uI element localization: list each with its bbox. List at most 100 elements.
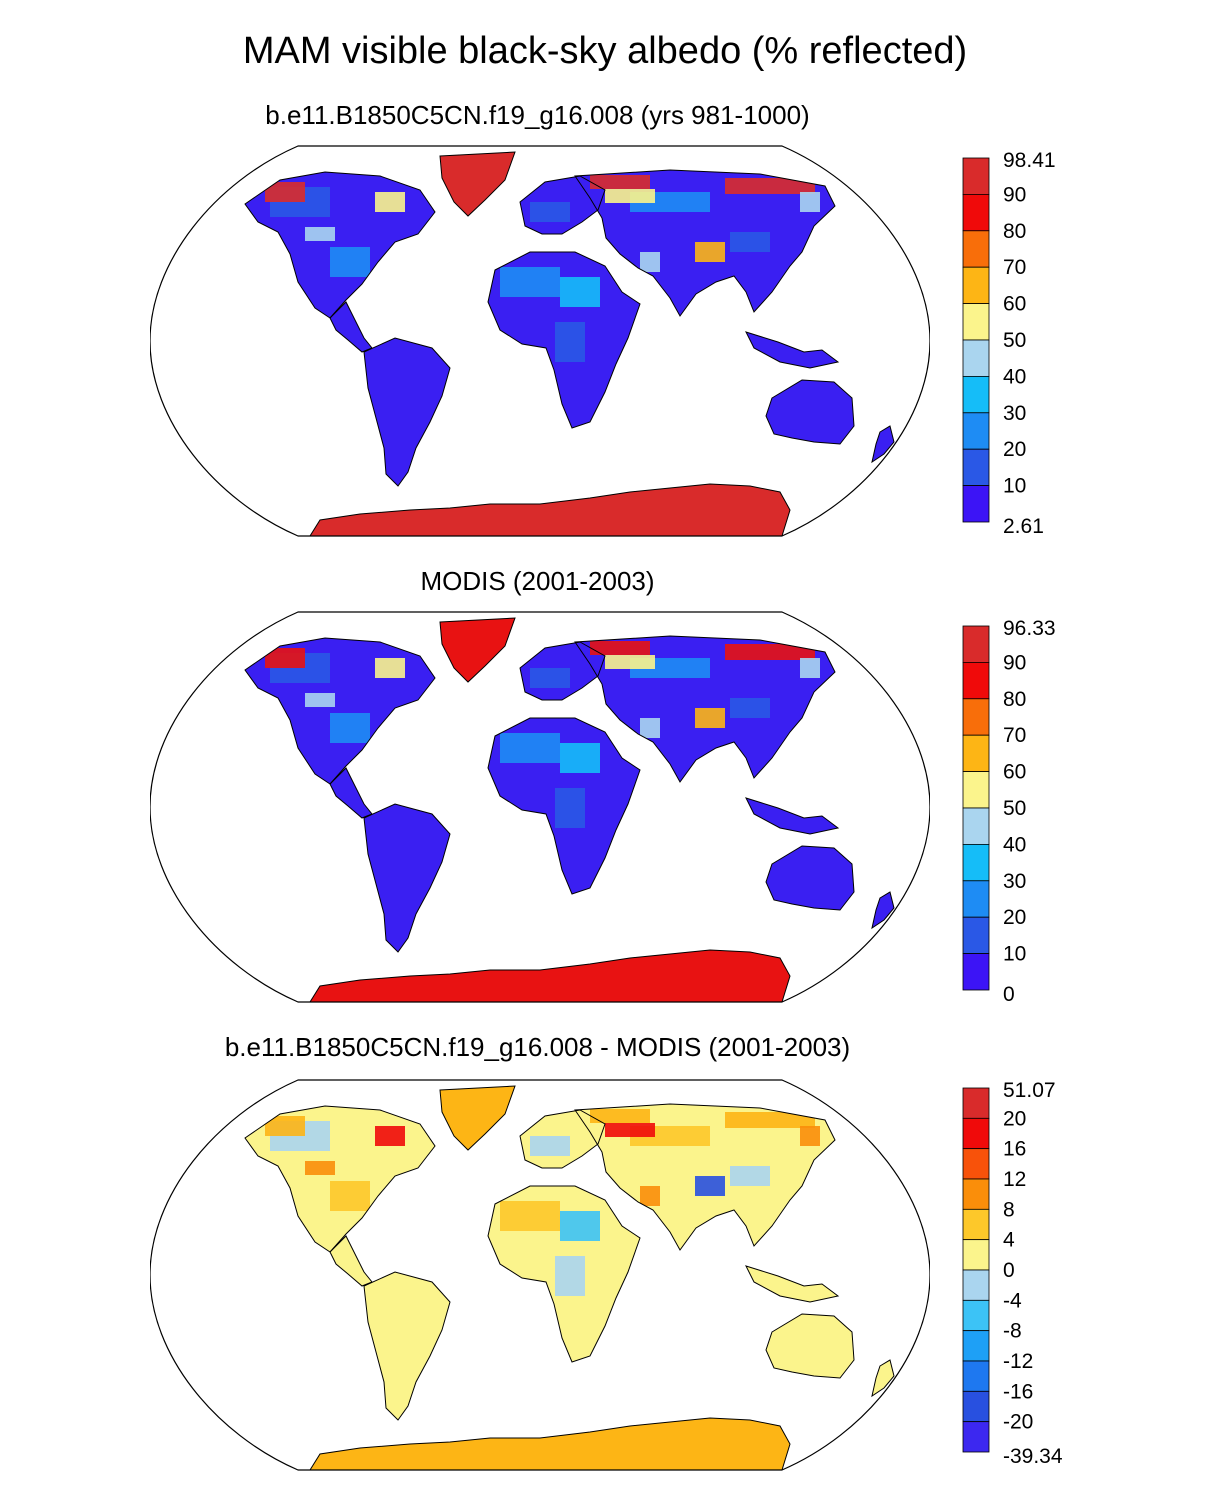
- continent-indonesia: [746, 332, 838, 368]
- colorbar-label: 20: [1003, 906, 1026, 929]
- colorbar-label: 20: [1003, 438, 1026, 461]
- field-patch: [555, 322, 585, 362]
- coastline-europe: [519, 175, 606, 235]
- main-title: MAM visible black-sky albedo (% reflecte…: [242, 30, 968, 72]
- field-patch: [560, 277, 600, 307]
- colorbar-label: 90: [1003, 651, 1026, 674]
- coastline-africa: [487, 1185, 641, 1363]
- field-patch: [375, 658, 405, 678]
- coastline-asia: [574, 635, 836, 783]
- field-patch: [640, 252, 660, 272]
- continent-southAmerica: [364, 1272, 450, 1420]
- colorbar-swatch: [962, 1148, 990, 1180]
- field-patches: [265, 641, 820, 828]
- coastline-antarctica: [309, 949, 791, 1002]
- continent-southAmerica: [364, 338, 450, 486]
- field-patch: [800, 658, 820, 678]
- coastline-africa: [487, 251, 641, 429]
- continent-centralAmerica: [330, 1236, 372, 1286]
- panel-title-obs: MODIS (2001-2003): [420, 566, 655, 596]
- colorbar-label: 12: [1003, 1168, 1026, 1191]
- field-patches: [265, 1109, 820, 1296]
- field-patch: [555, 788, 585, 828]
- colorbar-swatch: [962, 771, 990, 809]
- colorbar-swatch: [962, 698, 990, 736]
- colorbar-label: 98.41: [1003, 149, 1056, 172]
- field-patch: [305, 693, 335, 707]
- colorbar-label: -4: [1003, 1289, 1022, 1312]
- coastline-indonesia: [745, 797, 840, 835]
- field-patch: [605, 1123, 655, 1137]
- field-patch: [375, 192, 405, 212]
- panel-title-diff: b.e11.B1850C5CN.f19_g16.008 - MODIS (200…: [224, 1032, 851, 1062]
- coastline-africa: [487, 717, 641, 895]
- coastline-australia: [765, 1313, 855, 1379]
- field-patch: [605, 189, 655, 203]
- coastline-indonesia: [745, 1265, 840, 1303]
- coastline-northAmerica: [244, 171, 436, 319]
- colorbar-label: 2.61: [1003, 515, 1044, 538]
- colorbar-swatch: [962, 230, 990, 268]
- coastline-newZealand: [871, 1359, 895, 1398]
- continent-antarctica: [310, 950, 790, 1002]
- colorbar-swatch: [962, 1269, 990, 1301]
- continent-centralAmerica: [330, 768, 372, 818]
- continent-newZealand: [872, 1360, 894, 1396]
- colorbar-label: 96.33: [1003, 617, 1056, 640]
- map-obs: [150, 611, 930, 1003]
- colorbar-label: 60: [1003, 293, 1026, 316]
- continent-southAmerica: [364, 804, 450, 952]
- field-patch: [530, 668, 570, 688]
- colorbar-swatch: [962, 266, 990, 304]
- coastline-newZealand: [871, 891, 895, 930]
- field-patch: [590, 175, 650, 189]
- field-patch: [265, 1116, 305, 1136]
- colorbar-swatch: [962, 1421, 990, 1453]
- continent-centralAmerica: [330, 302, 372, 352]
- map-outline: [150, 611, 930, 1003]
- field-patch: [590, 641, 650, 655]
- colorbar-swatch: [962, 375, 990, 414]
- colorbar-label: 50: [1003, 329, 1026, 352]
- colorbar-label: 51.07: [1003, 1079, 1056, 1102]
- colorbar-label: 10: [1003, 475, 1026, 498]
- field-patch: [640, 1186, 660, 1206]
- field-patch: [725, 644, 815, 660]
- continent-newZealand: [872, 426, 894, 462]
- field-patch: [560, 743, 600, 773]
- coastline-southAmerica: [363, 803, 451, 953]
- coastline-asia: [574, 1103, 836, 1251]
- field-patch: [695, 1176, 725, 1196]
- colorbar-swatch: [962, 1239, 990, 1271]
- coastline-antarctica: [309, 483, 791, 536]
- colorbar-label: 20: [1003, 1107, 1026, 1130]
- coastline-indonesia: [745, 331, 840, 369]
- colorbar-swatch: [962, 953, 990, 991]
- colorbar-swatch: [962, 1390, 990, 1423]
- colorbar-label: 70: [1003, 724, 1026, 747]
- coastline-asia: [574, 169, 836, 317]
- map-outline: [150, 1079, 930, 1471]
- colorbar-label: 80: [1003, 220, 1026, 243]
- field-patch: [560, 1211, 600, 1241]
- field-patch: [305, 1161, 335, 1175]
- colorbar-label: -20: [1003, 1411, 1033, 1434]
- continent-greenland: [440, 152, 515, 216]
- field-patch: [725, 178, 815, 194]
- colorbar-swatch: [962, 485, 990, 523]
- field-patch: [530, 202, 570, 222]
- field-patch: [500, 733, 560, 763]
- colorbar-label: -8: [1003, 1320, 1022, 1343]
- colorbar-swatch: [962, 662, 990, 700]
- field-patch: [265, 648, 305, 668]
- field-patch: [800, 1126, 820, 1146]
- colorbar-label: 40: [1003, 833, 1026, 856]
- colorbar-swatch: [962, 1208, 990, 1241]
- colorbar-diff: 51.07 20 16 12 8 4 0 -4 -8 -12 -16 -20 -39.34: [962, 1079, 1063, 1468]
- colorbar-label: -16: [1003, 1380, 1033, 1403]
- field-patch: [265, 182, 305, 202]
- field-patch: [555, 1256, 585, 1296]
- colorbar-swatch: [962, 880, 990, 918]
- colorbar-swatch: [962, 1087, 990, 1119]
- colorbar-label: 0: [1003, 983, 1015, 1006]
